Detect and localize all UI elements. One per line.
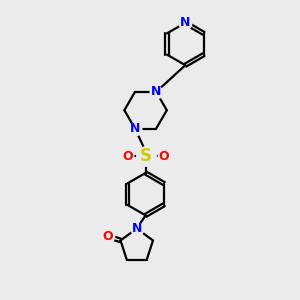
Text: N: N: [130, 122, 140, 135]
Text: O: O: [103, 230, 113, 243]
Text: O: O: [158, 150, 169, 163]
Text: N: N: [132, 222, 142, 235]
Text: N: N: [151, 85, 161, 98]
Text: O: O: [122, 150, 133, 163]
Text: N: N: [180, 16, 190, 29]
Text: S: S: [140, 148, 152, 166]
